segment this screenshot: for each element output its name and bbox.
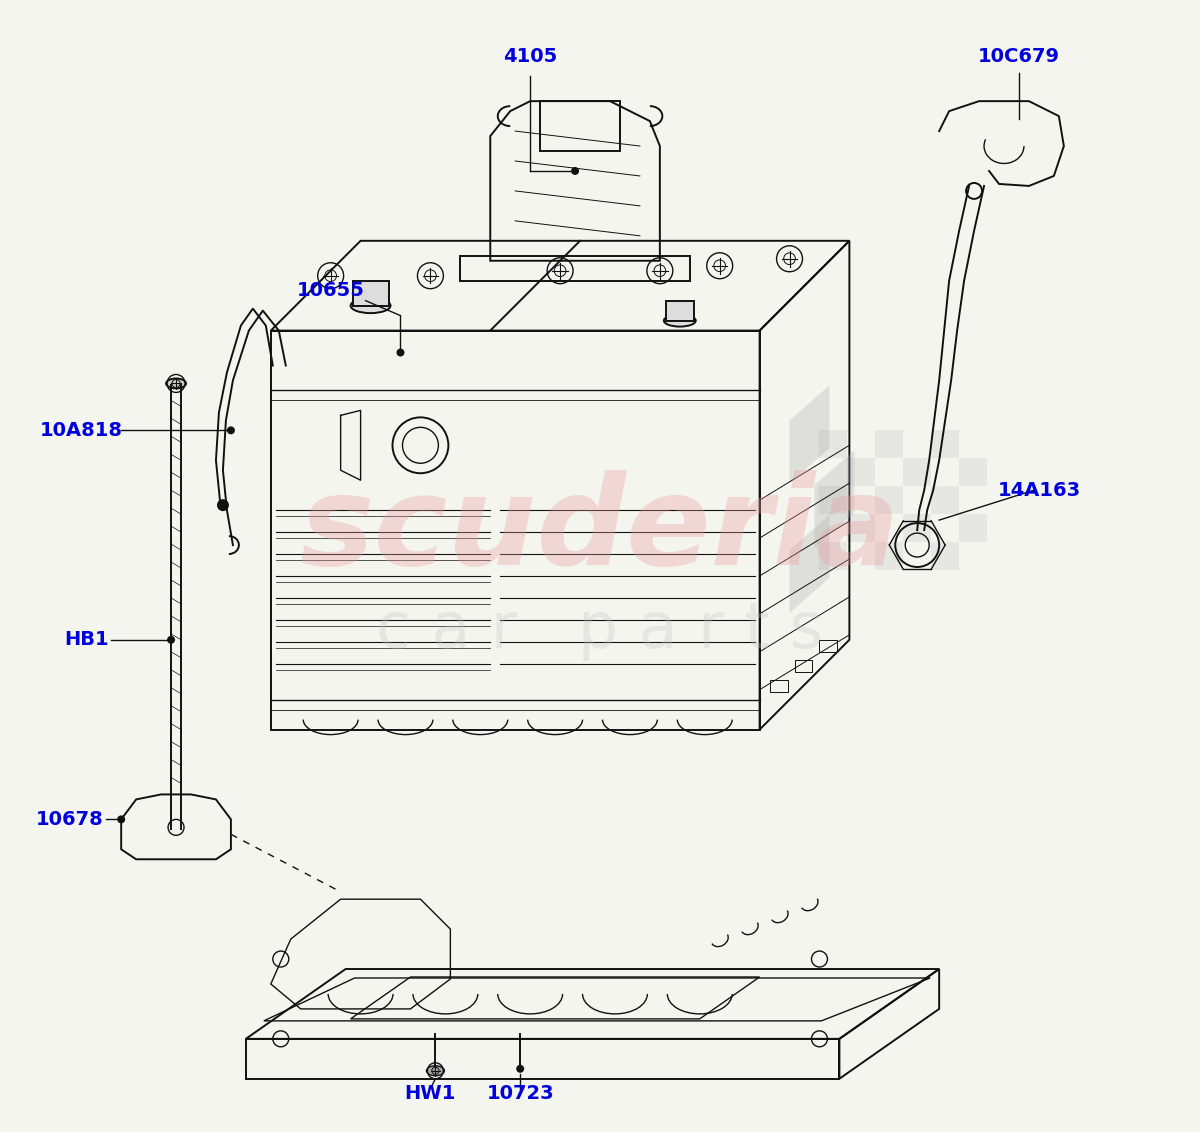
Text: 10723: 10723 bbox=[486, 1084, 554, 1104]
Text: 10678: 10678 bbox=[36, 809, 103, 829]
Bar bbox=[959, 514, 988, 542]
Text: HB1: HB1 bbox=[64, 631, 108, 650]
Text: scuderia: scuderia bbox=[300, 470, 900, 591]
Text: 14A163: 14A163 bbox=[997, 481, 1080, 499]
Bar bbox=[875, 542, 904, 571]
Bar bbox=[904, 514, 931, 542]
Bar bbox=[847, 514, 875, 542]
Bar bbox=[931, 430, 959, 458]
Bar bbox=[875, 487, 904, 514]
Bar bbox=[794, 660, 812, 671]
Ellipse shape bbox=[350, 298, 390, 314]
Bar bbox=[666, 301, 694, 320]
Text: HW1: HW1 bbox=[404, 1084, 456, 1104]
Bar bbox=[820, 640, 838, 652]
Bar bbox=[847, 458, 875, 487]
Ellipse shape bbox=[166, 378, 186, 388]
Bar bbox=[540, 101, 620, 151]
Circle shape bbox=[118, 815, 125, 823]
Ellipse shape bbox=[426, 1065, 444, 1075]
Circle shape bbox=[227, 427, 235, 435]
Bar bbox=[904, 458, 931, 487]
Bar bbox=[931, 542, 959, 571]
Polygon shape bbox=[815, 451, 854, 548]
Bar bbox=[820, 487, 847, 514]
Text: 10655: 10655 bbox=[296, 281, 365, 300]
Circle shape bbox=[217, 499, 229, 512]
Bar bbox=[875, 430, 904, 458]
Bar bbox=[820, 430, 847, 458]
Text: 10C679: 10C679 bbox=[978, 46, 1060, 66]
Text: 4105: 4105 bbox=[503, 46, 557, 66]
Bar bbox=[931, 487, 959, 514]
Circle shape bbox=[167, 636, 175, 644]
Text: c a r   p a r t s: c a r p a r t s bbox=[377, 599, 823, 661]
Circle shape bbox=[516, 1065, 524, 1073]
Bar bbox=[959, 458, 988, 487]
Bar bbox=[353, 281, 389, 306]
Text: 10A818: 10A818 bbox=[40, 421, 122, 440]
Polygon shape bbox=[790, 385, 829, 483]
Polygon shape bbox=[790, 515, 829, 612]
Bar bbox=[820, 542, 847, 571]
Circle shape bbox=[571, 168, 580, 175]
Ellipse shape bbox=[664, 315, 696, 327]
Bar bbox=[769, 679, 787, 692]
Circle shape bbox=[396, 349, 404, 357]
